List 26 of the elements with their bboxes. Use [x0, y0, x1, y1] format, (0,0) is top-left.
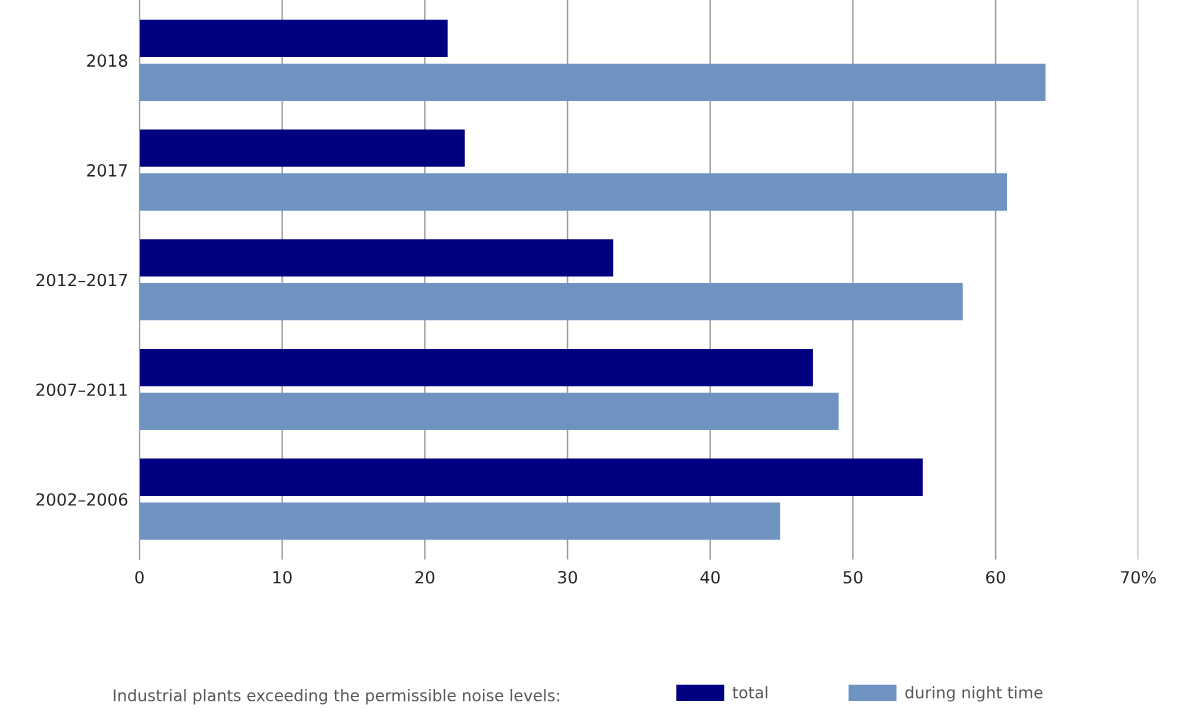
bar: [139, 458, 923, 496]
x-tick-label: 20: [415, 570, 435, 584]
x-tick-label: 60: [986, 570, 1006, 584]
x-tick-label: 50: [843, 570, 863, 584]
y-tick-label: 2018: [87, 54, 128, 67]
bar: [139, 239, 614, 277]
legend-label: total: [732, 686, 768, 699]
bar: [139, 502, 781, 540]
bar: [139, 173, 1007, 211]
x-tick-label: 10: [273, 570, 292, 584]
x-tick-label: 30: [558, 570, 578, 584]
x-tick-label: 40: [700, 570, 720, 584]
y-tick-label: 2002–2006: [36, 493, 128, 506]
legend-label: during night time: [905, 686, 1043, 702]
legend-title: Industrial plants exceeding the permissible noise levels:: [113, 689, 559, 705]
x-tick-label: 0: [135, 570, 144, 584]
bar: [139, 19, 448, 58]
bar: [139, 392, 839, 431]
x-tick-label: 70%: [1121, 570, 1156, 584]
bar: [139, 63, 1046, 101]
bar: [139, 348, 813, 387]
y-tick-label: 2007–2011: [36, 383, 127, 397]
y-tick-label: 2017: [87, 164, 127, 177]
bar: [139, 283, 963, 321]
y-tick-label: 2012–2017: [36, 273, 127, 287]
bar: [139, 129, 465, 167]
